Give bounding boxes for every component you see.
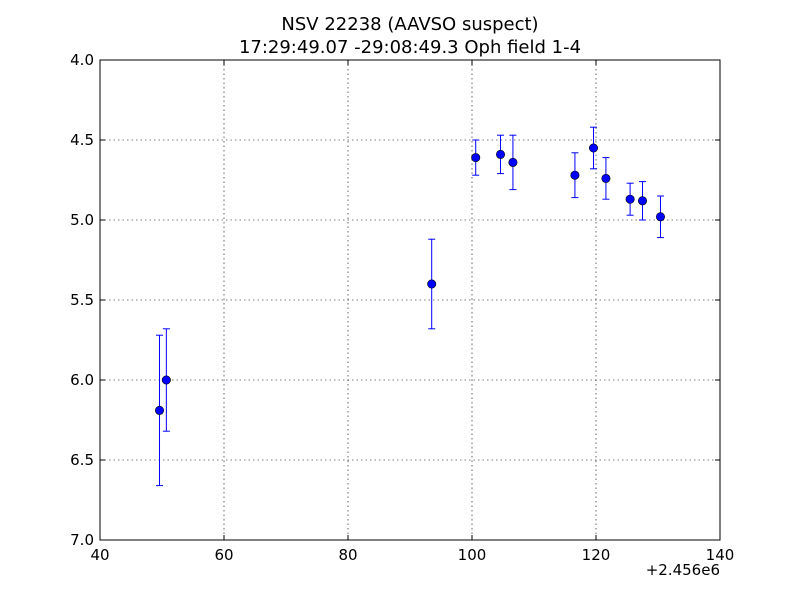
data-point — [570, 170, 580, 180]
chart-subtitle: 17:29:49.07 -29:08:49.3 Oph field 1-4 — [239, 37, 581, 58]
y-tick-label: 6.0 — [70, 371, 94, 389]
data-point — [471, 153, 481, 163]
grid-lines — [100, 60, 720, 540]
y-tick-label: 5.0 — [70, 211, 94, 229]
y-tick-labels: 4.0 4.5 5.0 5.5 6.0 6.5 7.0 — [70, 51, 94, 549]
x-tick-label: 100 — [458, 546, 487, 564]
x-tick-labels: 40 60 80 100 120 140 — [90, 546, 734, 564]
data-point — [637, 196, 647, 206]
data-point — [655, 212, 665, 222]
data-point — [601, 173, 611, 183]
y-tick-label: 6.5 — [70, 451, 94, 469]
x-tick-label: 120 — [582, 546, 611, 564]
x-tick-label: 140 — [706, 546, 735, 564]
x-tick-label: 40 — [90, 546, 109, 564]
axis-ticks — [99, 59, 721, 541]
chart-title: NSV 22238 (AAVSO suspect) — [281, 14, 538, 35]
data-point — [589, 143, 599, 153]
data-point — [496, 149, 506, 159]
data-point — [155, 405, 165, 415]
x-tick-label: 80 — [338, 546, 357, 564]
data-points — [155, 143, 665, 415]
y-tick-label: 4.0 — [70, 51, 94, 69]
y-tick-label: 4.5 — [70, 131, 94, 149]
data-point — [427, 279, 437, 289]
x-offset-label: +2.456e6 — [646, 561, 720, 579]
x-tick-label: 60 — [214, 546, 233, 564]
data-point — [508, 157, 518, 167]
data-point — [625, 194, 635, 204]
y-tick-label: 5.5 — [70, 291, 94, 309]
error-bars — [156, 126, 664, 487]
data-point — [161, 375, 171, 385]
y-tick-label: 7.0 — [70, 531, 94, 549]
